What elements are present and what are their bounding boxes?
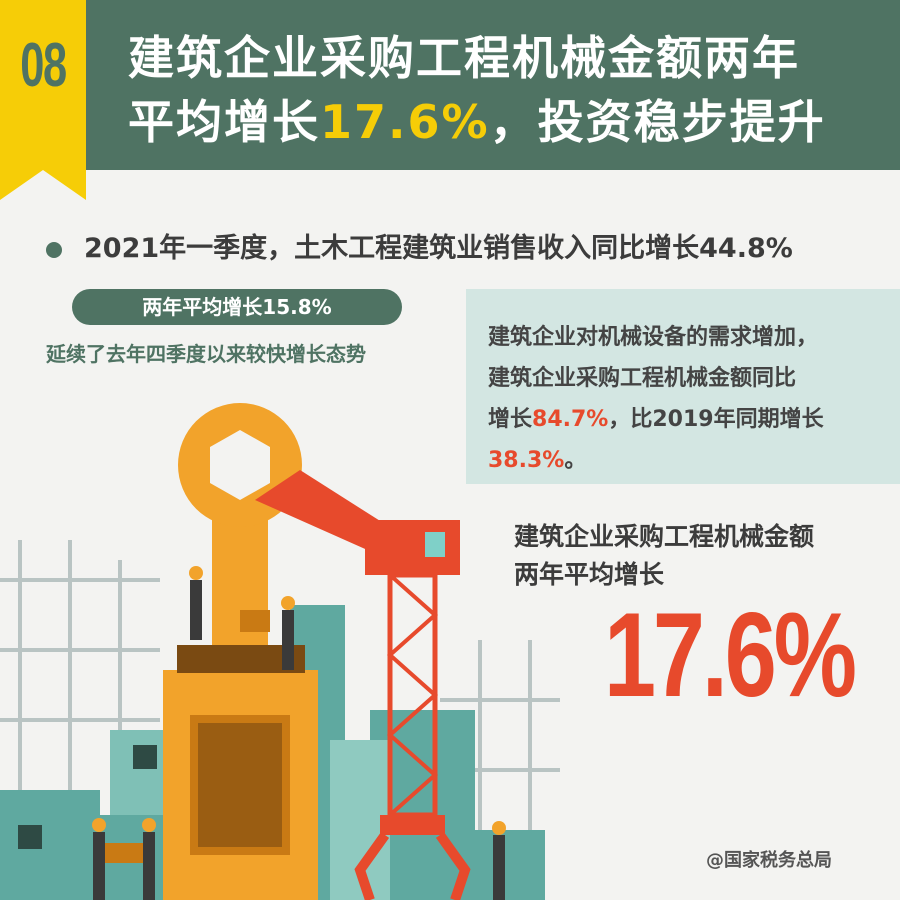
construction-illustration xyxy=(0,403,560,900)
header-banner xyxy=(86,0,900,170)
section-badge: 08 xyxy=(0,0,86,200)
title-highlight: 17.6% xyxy=(320,95,490,149)
info-line-2: 建筑企业采购工程机械金额同比 xyxy=(488,366,797,391)
info-line-4: 38.3%。 xyxy=(488,440,900,481)
growth-pill: 两年平均增长15.8% xyxy=(72,289,402,325)
info-line-1: 建筑企业对机械设备的需求增加， xyxy=(488,325,819,350)
stat-label-line-2: 两年平均增长 xyxy=(514,560,665,589)
title-line-1: 建筑企业采购工程机械金额两年 xyxy=(128,31,800,85)
bullet-point: 2021年一季度，土木工程建筑业销售收入同比增长44.8% xyxy=(46,226,793,265)
info-line-3: 增长84.7%，比2019年同期增长 xyxy=(488,399,900,440)
title-suffix: ，投资稳步提升 xyxy=(489,95,826,149)
title-prefix: 平均增长 xyxy=(128,95,320,149)
bullet-text: 2021年一季度，土木工程建筑业销售收入同比增长44.8% xyxy=(84,233,793,264)
stat-label: 建筑企业采购工程机械金额 两年平均增长 xyxy=(514,518,814,594)
info-box: 建筑企业对机械设备的需求增加， 建筑企业采购工程机械金额同比 增长84.7%，比… xyxy=(466,289,900,484)
workers xyxy=(92,566,506,900)
title-line-2: 平均增长17.6%，投资稳步提升 xyxy=(128,90,826,154)
crane xyxy=(255,470,471,900)
stat-label-line-1: 建筑企业采购工程机械金额 xyxy=(514,522,815,551)
section-number: 08 xyxy=(20,31,67,100)
info-text: ，比2019年同期增长 xyxy=(608,407,824,432)
info-text: 。 xyxy=(564,448,587,473)
info-text: 增长 xyxy=(488,407,533,432)
info-value: 38.3% xyxy=(488,448,565,473)
source-credit: @国家税务总局 xyxy=(706,850,832,871)
stat-value: 17.6% xyxy=(604,588,857,722)
info-value: 84.7% xyxy=(532,407,609,432)
page-title: 建筑企业采购工程机械金额两年 平均增长17.6%，投资稳步提升 xyxy=(128,26,826,154)
bullet-dot-icon xyxy=(46,241,62,258)
subtext: 延续了去年四季度以来较快增长态势 xyxy=(46,342,366,366)
